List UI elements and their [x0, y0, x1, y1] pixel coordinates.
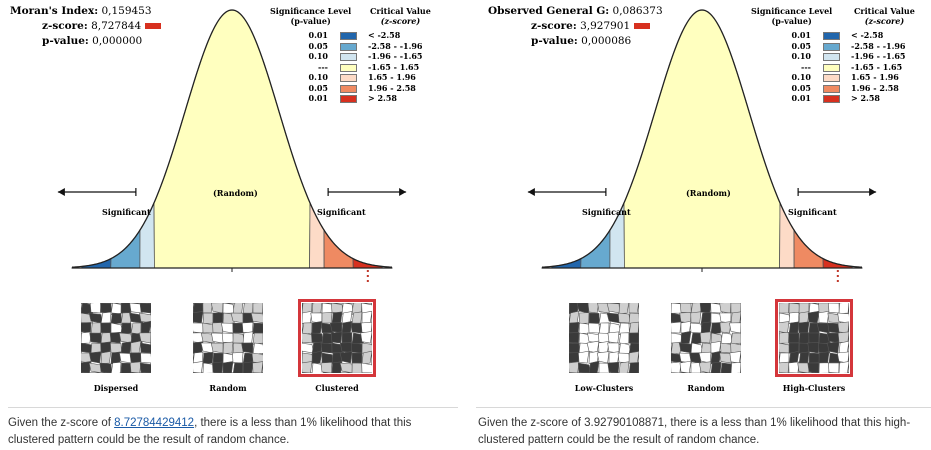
- legend-swatch: [340, 95, 357, 103]
- legend-critical-value: 1.96 - 2.58: [368, 82, 416, 93]
- legend-pvalue: 0.05: [791, 82, 811, 93]
- legend-pvalue: 0.05: [308, 40, 328, 51]
- legend-swatch: [823, 95, 840, 103]
- legend-critical-value: 1.65 - 1.96: [851, 72, 899, 82]
- legend-swatch: [340, 84, 357, 93]
- thumbnail-clustered: [298, 299, 376, 377]
- thumb-caption-high-clusters: High-Clusters: [782, 383, 846, 393]
- legend-critical-value: > 2.58: [851, 93, 880, 103]
- legend-swatch: [823, 74, 840, 82]
- stat-zscore: z-score: 8,727844: [42, 19, 162, 34]
- legend-pvalue: ---: [801, 61, 811, 72]
- legend-pvalue: 0.10: [791, 72, 811, 82]
- curve-outline: [541, 9, 863, 268]
- legend-pvalue: ---: [318, 61, 328, 72]
- stat-zscore-value: 3,927901: [580, 20, 631, 32]
- zscore-link[interactable]: 8.72784429412: [114, 417, 195, 429]
- legend-swatch: [340, 42, 357, 51]
- stat-index-value: 0,159453: [101, 5, 152, 17]
- legend-critical-value: -1.65 - 1.65: [851, 61, 903, 72]
- legend-pvalue: 0.05: [791, 40, 811, 51]
- legend-sig-header: Significance Level (p-value): [270, 6, 352, 26]
- curve-outline: [71, 9, 393, 268]
- random-label: (Random): [213, 188, 258, 198]
- legend-pvalue: 0.01: [791, 30, 811, 40]
- legend-critical-value: 1.96 - 2.58: [851, 82, 899, 93]
- legend-sig-header: Significance Level (p-value): [751, 6, 833, 26]
- significant-right-label: Significant: [317, 207, 366, 217]
- legend-swatch: [823, 53, 840, 61]
- legend-critical-value: -1.96 - -1.65: [851, 51, 906, 61]
- legend-swatch: [340, 53, 357, 61]
- stat-pvalue-label: p-value:: [531, 35, 578, 47]
- stat-zscore-label: z-score:: [42, 20, 88, 32]
- legend-swatch: [340, 74, 357, 82]
- thumb-caption-random: Random: [687, 383, 725, 393]
- significant-left-label: Significant: [102, 207, 151, 217]
- significance-legend: Significance Level (p-value) Critical Va…: [751, 6, 931, 136]
- thumbnail-dispersed: [79, 301, 154, 376]
- stat-index-label: Moran's Index:: [10, 5, 99, 17]
- stat-pvalue: p-value: 0,000086: [531, 34, 631, 49]
- thumb-caption-dispersed: Dispersed: [93, 383, 139, 393]
- result-description: Given the z-score of 8.72784429412, ther…: [8, 417, 412, 446]
- legend-pvalue: 0.10: [308, 51, 328, 61]
- legend-swatch: [823, 63, 840, 72]
- legend-swatch: [823, 42, 840, 51]
- legend-swatch: [823, 32, 840, 40]
- legend-critical-value: -1.65 - 1.65: [368, 61, 420, 72]
- thumb-caption-low-clusters: Low-Clusters: [574, 383, 634, 393]
- legend-pvalue: 0.10: [791, 51, 811, 61]
- stat-pvalue-value: 0,000000: [92, 35, 143, 47]
- thumbnail-random: [191, 300, 265, 376]
- legend-critical-value: > 2.58: [368, 93, 397, 103]
- thumbnail-random: [668, 301, 744, 375]
- divider: [8, 407, 458, 408]
- significance-legend: Significance Level (p-value) Critical Va…: [260, 6, 460, 136]
- result-description: Given the z-score of 3.92790108871, ther…: [478, 417, 911, 446]
- divider: [476, 407, 931, 408]
- stat-pvalue-label: p-value:: [42, 35, 89, 47]
- legend-critical-value: -2.58 - -1.96: [851, 40, 906, 51]
- legend-swatch: [340, 32, 357, 40]
- stat-zscore-label: z-score:: [531, 20, 577, 32]
- legend-pvalue: 0.01: [791, 93, 811, 103]
- stat-index: Moran's Index: 0,159453: [10, 4, 152, 19]
- zscore-swatch: [634, 23, 651, 29]
- legend-critical-value: < -2.58: [851, 30, 884, 40]
- legend-critical-value: -1.96 - -1.65: [368, 51, 423, 61]
- stat-pvalue-value: 0,000086: [581, 35, 632, 47]
- significant-right-label: Significant: [788, 207, 837, 217]
- legend-swatch: [340, 63, 357, 72]
- legend-critical-value: 1.65 - 1.96: [368, 72, 416, 82]
- stat-zscore-value: 8,727844: [91, 20, 142, 32]
- legend-critical-value: -2.58 - -1.96: [368, 40, 423, 51]
- stat-index-label: Observed General G:: [488, 5, 610, 17]
- thumbnail-low-clusters: [567, 300, 640, 375]
- legend-pvalue: 0.05: [308, 82, 328, 93]
- legend-swatch: [823, 84, 840, 93]
- stat-index: Observed General G: 0,086373: [488, 4, 663, 19]
- general-g-report-panel: Observed General G: 0,086373 z-score: 3,…: [466, 0, 931, 450]
- stat-index-value: 0,086373: [612, 5, 663, 17]
- stat-zscore: z-score: 3,927901: [531, 19, 651, 34]
- significant-left-label: Significant: [582, 207, 631, 217]
- zscore-swatch: [145, 23, 162, 29]
- morans-i-report-panel: Moran's Index: 0,159453 z-score: 8,72784…: [0, 0, 465, 450]
- random-label: (Random): [686, 188, 731, 198]
- legend-pvalue: 0.01: [308, 93, 328, 103]
- thumbnail-high-clusters: [775, 299, 853, 377]
- normal-distribution-curve: [527, 9, 877, 285]
- stat-pvalue: p-value: 0,000000: [42, 34, 142, 49]
- thumb-caption-clustered: Clustered: [315, 383, 359, 393]
- legend-pvalue: 0.01: [308, 30, 328, 40]
- legend-cv-header: Critical Value (z-score): [854, 6, 915, 26]
- legend-critical-value: < -2.58: [368, 30, 401, 40]
- thumb-caption-random: Random: [209, 383, 247, 393]
- legend-cv-header: Critical Value (z-score): [370, 6, 431, 26]
- legend-pvalue: 0.10: [308, 72, 328, 82]
- normal-distribution-curve: [57, 9, 407, 285]
